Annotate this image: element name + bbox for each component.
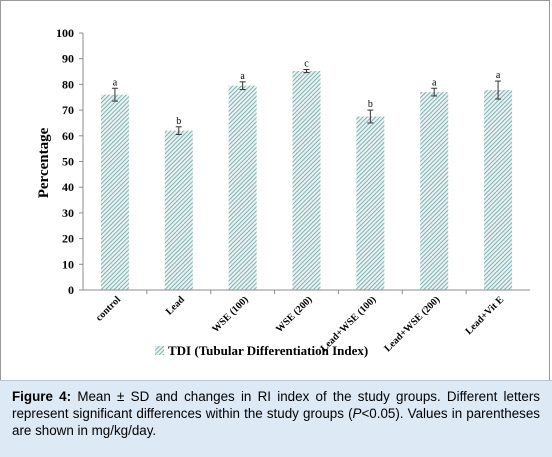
y-tick-label: 20 [62, 232, 74, 246]
y-tick-label: 100 [56, 26, 74, 40]
bar [164, 130, 193, 290]
x-tick-label: Lead+WSE (200) [382, 294, 442, 354]
legend: TDI (Tubular Differentiation Index) [155, 343, 368, 358]
legend-swatch [155, 346, 164, 355]
significance-letter: c [304, 58, 309, 69]
x-tick-label: Lead+Vit E [463, 294, 506, 337]
bars: a b a c b a a [100, 58, 513, 291]
caption-label: Figure 4: [12, 389, 72, 404]
x-tick-label: Lead [164, 294, 187, 317]
caption-text-2: <0.05). Values in parentheses are shown … [12, 406, 540, 438]
y-tick-label: 70 [62, 103, 74, 117]
y-tick-label: 30 [62, 206, 74, 220]
x-tick-label: control [94, 294, 123, 323]
figure-caption: Figure 4: Mean ± SD and changes in RI in… [12, 388, 540, 439]
y-tick-label: 60 [62, 129, 74, 143]
significance-letter: a [496, 70, 501, 81]
bar-chart: 0 10 20 30 40 50 60 70 80 90 100 a b a c b a a control Le… [36, 26, 530, 358]
bar [100, 94, 129, 291]
bar [228, 85, 257, 290]
bar [484, 90, 513, 290]
significance-letter: a [113, 77, 118, 88]
x-tick-label: WSE (100) [210, 294, 251, 335]
significance-letter: a [240, 71, 245, 82]
significance-letter: a [432, 77, 437, 88]
significance-letter: b [176, 116, 181, 127]
caption-text-1: Mean ± SD and changes in RI index of the… [12, 389, 541, 421]
figure-caption-box: Figure 4: Mean ± SD and changes in RI in… [0, 380, 552, 457]
legend-label: TDI (Tubular Differentiation Index) [168, 343, 368, 358]
bar [356, 116, 385, 291]
y-tick-label: 0 [68, 283, 74, 297]
caption-p-italic: P [352, 406, 362, 421]
y-tick-label: 80 [62, 77, 74, 91]
y-tick-label: 40 [62, 180, 74, 194]
y-axis: 0 10 20 30 40 50 60 70 80 90 100 [56, 26, 84, 297]
bar [292, 71, 321, 290]
significance-letter: b [368, 99, 373, 110]
y-tick-label: 90 [62, 52, 74, 66]
y-axis-title: Percentage [36, 127, 52, 198]
y-tick-label: 50 [62, 155, 74, 169]
y-tick-label: 10 [62, 257, 74, 271]
bar [420, 92, 449, 290]
x-tick-label: WSE (200) [274, 294, 315, 335]
